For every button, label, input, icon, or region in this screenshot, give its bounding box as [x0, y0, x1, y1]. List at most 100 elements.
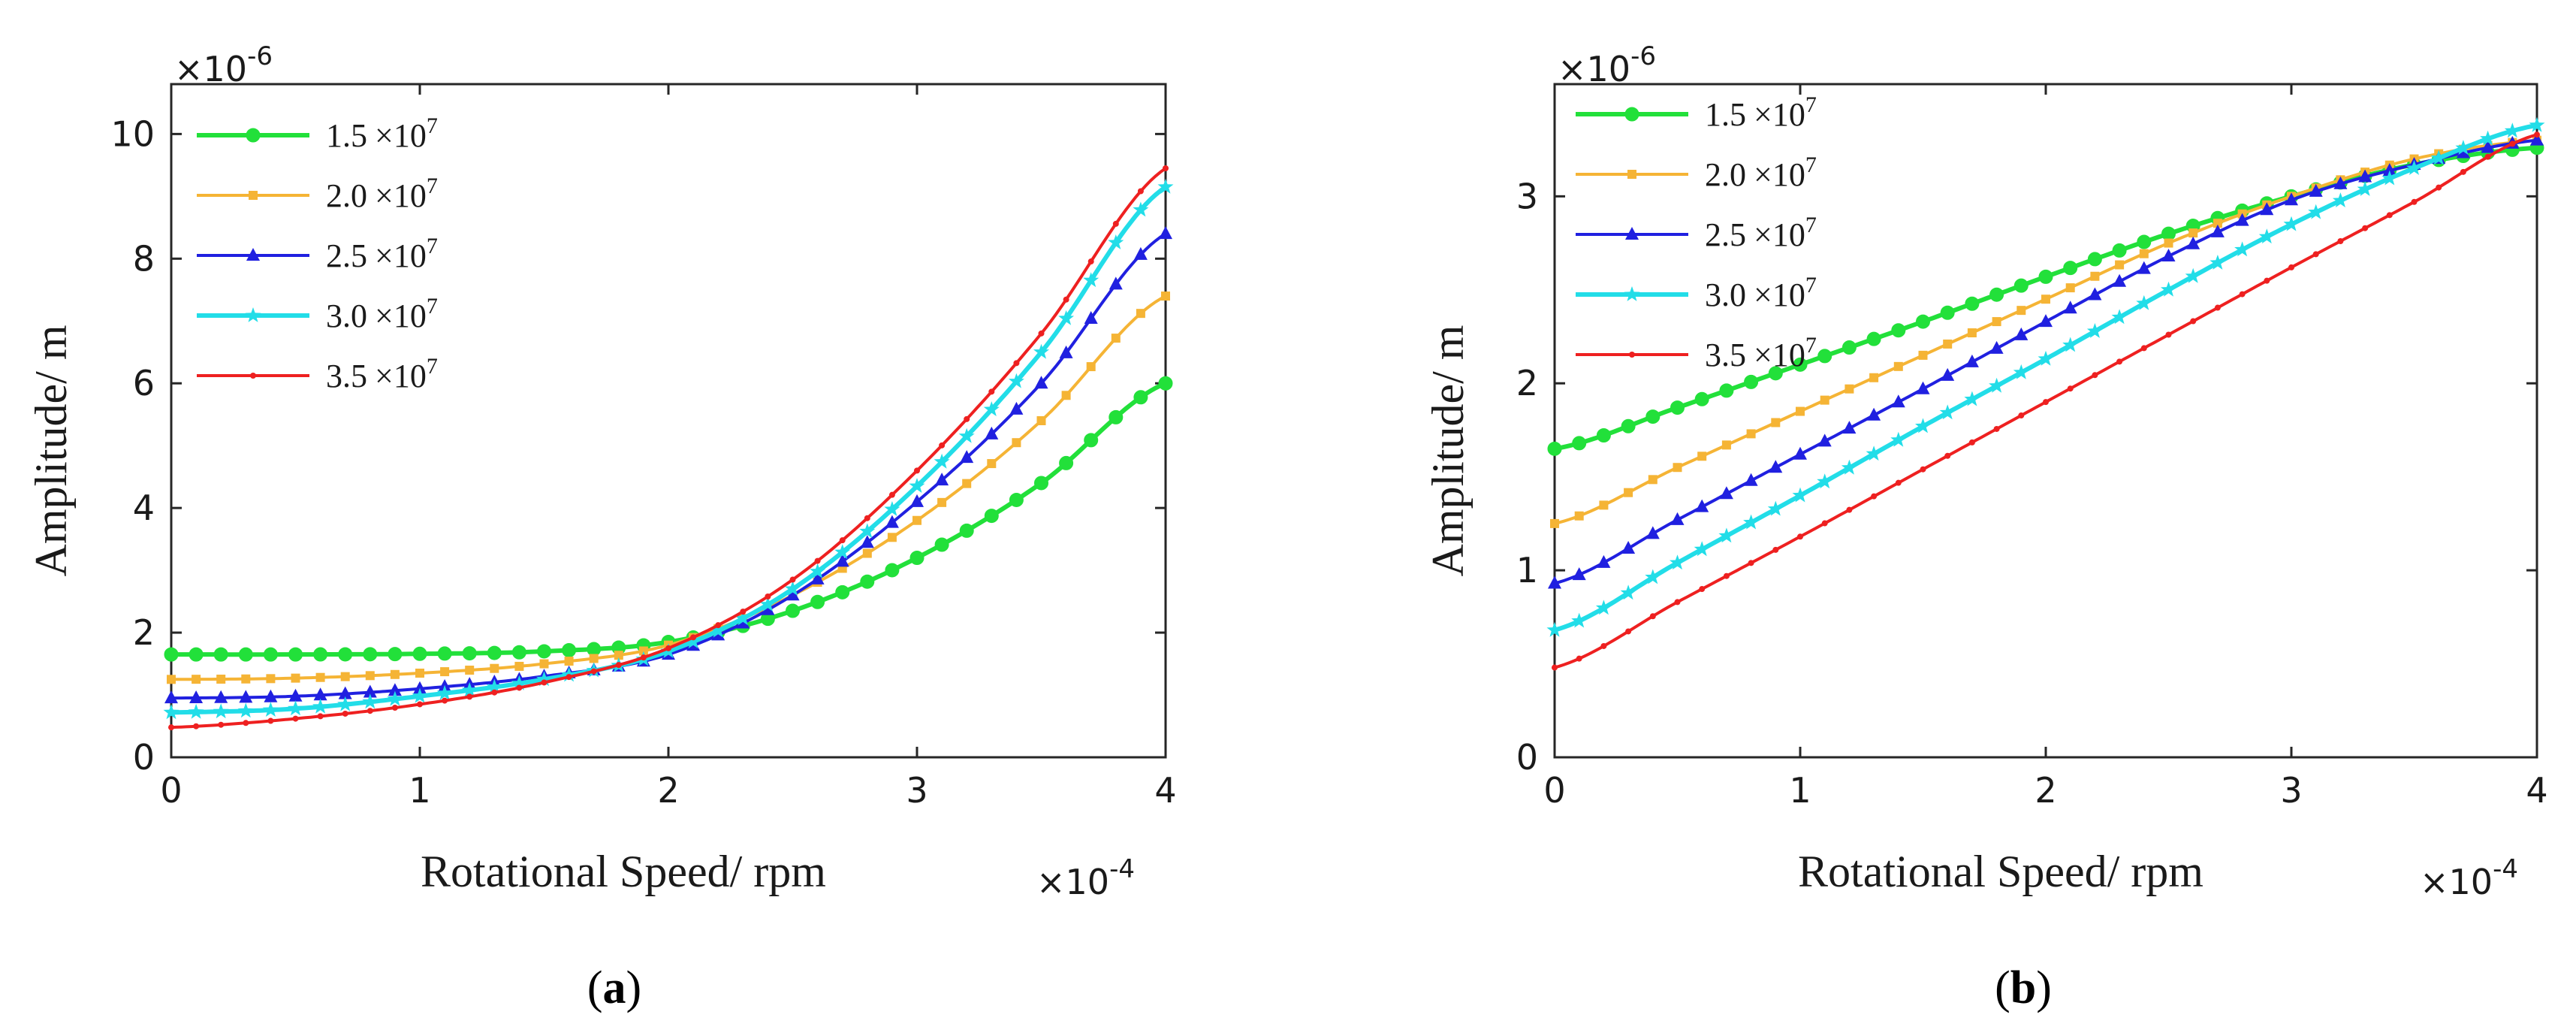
data-point [363, 684, 377, 698]
y-tick-label: 0 [133, 737, 155, 778]
y-tick-label: 0 [1516, 737, 1538, 778]
data-point [1871, 493, 1878, 500]
data-point [1009, 401, 1024, 415]
x-tick-label: 0 [160, 770, 182, 811]
data-point [2088, 287, 2102, 301]
data-point [810, 594, 825, 609]
data-point [1083, 272, 1099, 288]
data-point [263, 647, 278, 662]
data-point [2411, 198, 2418, 205]
data-point [888, 491, 895, 498]
data-point [1748, 560, 1754, 566]
y-tick-label: 10 [110, 113, 155, 154]
data-point [1133, 201, 1149, 217]
legend-marker [250, 373, 256, 379]
data-point [1161, 291, 1170, 301]
data-point [2481, 140, 2495, 153]
data-point [2062, 337, 2079, 352]
data-point [2234, 241, 2251, 257]
data-point [1891, 323, 1906, 338]
data-point [461, 681, 478, 697]
data-point [1059, 345, 1073, 358]
data-point [960, 450, 974, 464]
data-point [2039, 314, 2053, 328]
data-point [1109, 409, 1124, 424]
data-point [237, 702, 254, 718]
data-point [2014, 327, 2029, 340]
data-point [2115, 260, 2125, 270]
y-tick-label: 1 [1516, 550, 1538, 591]
data-point [213, 647, 228, 662]
data-point [315, 672, 325, 682]
data-point [1943, 339, 1953, 349]
data-point [2357, 181, 2373, 196]
data-point [342, 710, 348, 717]
data-point [2258, 228, 2275, 244]
data-point [2456, 145, 2470, 159]
data-point [710, 622, 726, 638]
data-point [2382, 163, 2397, 177]
data-point [564, 657, 574, 666]
data-point [1694, 391, 1709, 406]
data-point [164, 690, 178, 704]
data-point [2288, 264, 2294, 270]
data-point [2455, 140, 2472, 155]
data-point [1939, 404, 1956, 420]
data-point [1645, 526, 1660, 539]
data-point [1719, 486, 1733, 500]
data-point [690, 634, 697, 641]
data-point [1621, 541, 1636, 554]
data-point [388, 647, 403, 662]
data-point [765, 593, 771, 600]
data-point [2333, 176, 2348, 189]
data-point [1033, 343, 1049, 359]
panel-caption: (a) [587, 962, 641, 1013]
data-point [1620, 584, 1636, 600]
data-point [1821, 520, 1828, 527]
data-point [2235, 213, 2249, 226]
data-point [189, 690, 204, 703]
data-point [1597, 554, 1611, 568]
data-point [2213, 219, 2222, 228]
data-point [1694, 541, 1710, 557]
data-point [264, 689, 278, 702]
data-point [835, 584, 850, 600]
data-point [1158, 376, 1173, 391]
data-point [1744, 473, 1758, 486]
data-point [1841, 459, 1857, 475]
data-point [859, 523, 876, 539]
data-point [1915, 418, 1931, 433]
data-point [1645, 569, 1661, 584]
data-point [1624, 488, 1633, 497]
data-point [1576, 655, 1582, 662]
data-point [2504, 122, 2520, 138]
legend-label: 3.5 ×107 [326, 354, 438, 394]
data-point [786, 587, 800, 601]
data-point [2161, 248, 2176, 261]
data-point [2406, 160, 2422, 175]
data-point [2460, 168, 2466, 175]
legend-label: 2.0 ×107 [326, 174, 438, 214]
chart-panel-a: 0 1 2 3 4 0 2 4 6 8 10 ×10-6 ×10-4 Rotational Speed/ … [26, 41, 1177, 1013]
data-point [2067, 385, 2074, 392]
data-point [1673, 463, 1682, 473]
data-point [1967, 328, 1977, 338]
data-point [910, 494, 924, 507]
data-point [388, 683, 402, 696]
data-point [887, 533, 897, 542]
y-tick-label: 4 [133, 488, 155, 528]
data-point [1625, 628, 1632, 635]
legend-label: 3.0 ×107 [326, 294, 438, 334]
y-tick-label: 8 [133, 238, 155, 279]
data-point [362, 693, 379, 709]
data-point [1842, 340, 1857, 355]
data-point [313, 647, 328, 662]
plot-area [1553, 83, 2538, 759]
x-tick-label: 1 [1789, 770, 1811, 811]
data-point [2018, 412, 2025, 419]
data-point [413, 681, 427, 694]
data-point [238, 647, 253, 662]
data-point [934, 453, 950, 469]
data-point [589, 654, 599, 663]
data-point [1599, 500, 1609, 510]
